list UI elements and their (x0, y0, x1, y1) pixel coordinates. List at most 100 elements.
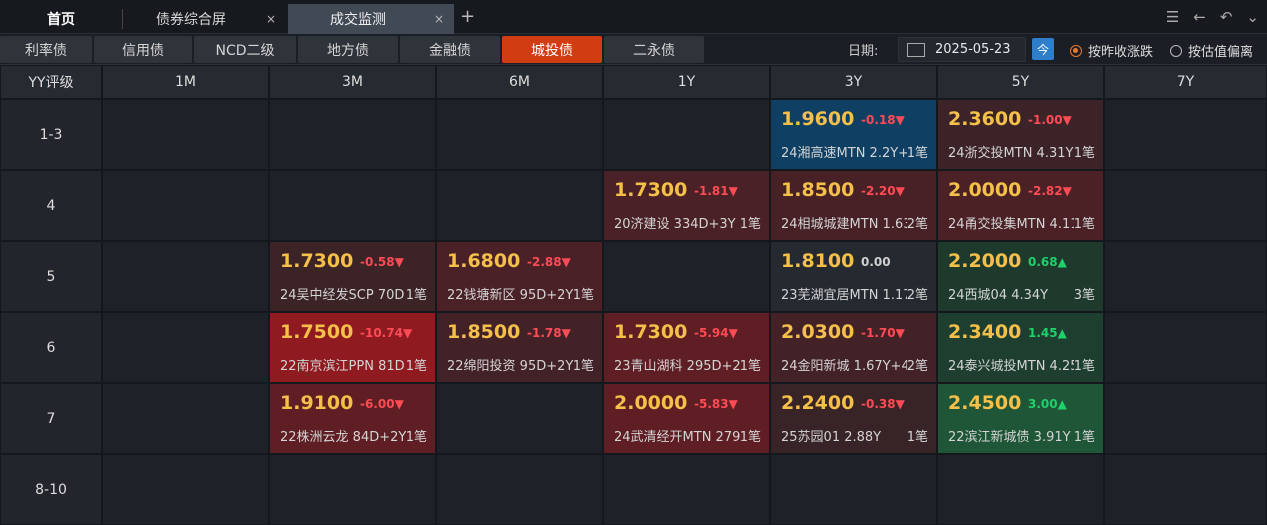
grid-cell[interactable]: 1.7300 -5.94▼ 23青山湖科 295D+2Y 1笔 (603, 312, 770, 383)
bond-description: 22绵阳投资 95D+2Y (447, 359, 574, 374)
grid-cell (436, 383, 603, 454)
date-field[interactable]: 2025-05-23 (898, 37, 1026, 62)
close-icon[interactable]: × (265, 12, 276, 26)
rating-header: 7 (0, 383, 102, 454)
trade-count: 1笔 (739, 355, 761, 374)
grid-cell[interactable]: 2.2400 -0.38▼ 25苏园01 2.88Y 1笔 (770, 383, 937, 454)
grid-cell (603, 241, 770, 312)
trade-count: 1笔 (405, 284, 427, 303)
trade-price: 1.8100 (781, 250, 855, 272)
trade-count: 2笔 (906, 213, 928, 232)
bond-description: 24武清经开MTN 279D (614, 430, 751, 445)
category-tab[interactable]: 金融债 (400, 36, 500, 63)
trade-price: 2.0000 (948, 179, 1022, 201)
bond-description: 24泰兴城投MTN 4.25Y (948, 359, 1087, 374)
term-header: 1Y (603, 65, 770, 99)
grid-cell (770, 454, 937, 525)
grid-cell[interactable]: 1.7500 -10.74▼ 22南京滨江PPN 81D+N 1笔 (269, 312, 436, 383)
category-tab[interactable]: NCD二级 (194, 36, 296, 63)
tab-trade-monitor-label: 成交监测 (330, 12, 386, 28)
radio-checked-icon (1070, 44, 1082, 57)
tab-bond-screen[interactable]: 债券综合屏 × (124, 4, 286, 34)
grid-cell[interactable]: 2.0000 -5.83▼ 24武清经开MTN 279D 1笔 (603, 383, 770, 454)
tab-home[interactable]: 首页 (47, 12, 75, 28)
term-header: 5Y (937, 65, 1104, 99)
category-tab[interactable]: 利率债 (0, 36, 92, 63)
trade-count: 1笔 (1073, 213, 1095, 232)
grid-cell (937, 454, 1104, 525)
trade-count: 2笔 (906, 284, 928, 303)
settings-lines-icon[interactable]: ☰ (1165, 8, 1180, 26)
grid-cell (102, 241, 269, 312)
grid-cell (1104, 454, 1267, 525)
category-tab[interactable]: 地方债 (298, 36, 398, 63)
grid-cell[interactable]: 2.4500 3.00▲ 22滨江新城债 3.91Y 1笔 (937, 383, 1104, 454)
grid-cell (102, 170, 269, 241)
grid-cell[interactable]: 1.9600 -0.18▼ 24湘高速MTN 2.2Y+N 1笔 (770, 99, 937, 170)
term-header: 6M (436, 65, 603, 99)
price-change: -0.58▼ (360, 255, 404, 269)
price-change: -2.20▼ (861, 184, 905, 198)
price-change: -2.88▼ (527, 255, 571, 269)
bond-description: 24吴中经发SCP 70D (280, 288, 405, 303)
chevron-down-icon[interactable]: ⌄ (1246, 8, 1259, 26)
radio-prev-close[interactable]: 按昨收涨跌 (1070, 41, 1153, 60)
back-arrow-icon[interactable]: ← (1193, 8, 1206, 26)
grid-cell[interactable]: 1.7300 -0.58▼ 24吴中经发SCP 70D 1笔 (269, 241, 436, 312)
trade-price: 2.3400 (948, 321, 1022, 343)
term-header: 1M (102, 65, 269, 99)
add-tab-icon[interactable]: + (460, 6, 476, 27)
trade-price: 1.7500 (280, 321, 354, 343)
trade-price: 1.8500 (781, 179, 855, 201)
calendar-icon[interactable] (907, 42, 925, 57)
grid-cell[interactable]: 2.0000 -2.82▼ 24甬交投集MTN 4.11Y 1笔 (937, 170, 1104, 241)
grid-cell[interactable]: 1.6800 -2.88▼ 22钱塘新区 95D+2Y 1笔 (436, 241, 603, 312)
close-icon[interactable]: × (433, 12, 444, 26)
radio-valuation[interactable]: 按估值偏离 (1170, 41, 1253, 60)
price-change: -2.82▼ (1028, 184, 1072, 198)
grid-cell[interactable]: 1.8500 -2.20▼ 24相城城建MTN 1.63Y 2笔 (770, 170, 937, 241)
trade-price: 1.9600 (781, 108, 855, 130)
category-tab[interactable]: 城投债 (502, 36, 602, 63)
tab-trade-monitor[interactable]: 成交监测 × (288, 4, 454, 34)
today-button[interactable]: 今 (1032, 38, 1054, 60)
grid-cell[interactable]: 2.2000 0.68▲ 24西城04 4.34Y 3笔 (937, 241, 1104, 312)
grid-cell (436, 454, 603, 525)
grid-cell[interactable]: 1.7300 -1.81▼ 20济建设 334D+3Y 1笔 (603, 170, 770, 241)
grid-cell (102, 312, 269, 383)
trade-price: 2.4500 (948, 392, 1022, 414)
grid-cell[interactable]: 1.8100 0.00 23芜湖宜居MTN 1.17Y 2笔 (770, 241, 937, 312)
grid-cell (603, 454, 770, 525)
price-change: -1.78▼ (527, 326, 571, 340)
grid-cell (269, 454, 436, 525)
category-tab[interactable]: 二永债 (604, 36, 704, 63)
grid-cell[interactable]: 1.9100 -6.00▼ 22株洲云龙 84D+2Y 1笔 (269, 383, 436, 454)
grid-cell (102, 454, 269, 525)
grid-cell (102, 383, 269, 454)
trade-count: 1笔 (405, 426, 427, 445)
price-change: -0.38▼ (861, 397, 905, 411)
grid-cell[interactable]: 2.3400 1.45▲ 24泰兴城投MTN 4.25Y 1笔 (937, 312, 1104, 383)
bond-description: 22滨江新城债 3.91Y (948, 430, 1071, 445)
category-bar: 利率债 信用债 NCD二级 地方债 金融债 城投债 二永债 日期: 2025-05-23 今… (0, 34, 1267, 65)
undo-icon[interactable]: ↶ (1219, 8, 1233, 26)
price-change: -10.74▼ (360, 326, 413, 340)
rating-header: 8-10 (0, 454, 102, 525)
bond-description: 25苏园01 2.88Y (781, 430, 882, 445)
trade-count: 1笔 (906, 142, 928, 161)
grid-cell (1104, 241, 1267, 312)
trade-price: 2.2400 (781, 392, 855, 414)
tab-bar: 首页 债券综合屏 × 成交监测 × + ☰ ← ↶ ⌄ (0, 0, 1267, 34)
grid-cell[interactable]: 1.8500 -1.78▼ 22绵阳投资 95D+2Y 1笔 (436, 312, 603, 383)
grid-cell[interactable]: 2.3600 -1.00▼ 24浙交投MTN 4.31Y 1笔 (937, 99, 1104, 170)
grid-cell (436, 170, 603, 241)
grid-cell (1104, 312, 1267, 383)
term-header: 7Y (1104, 65, 1267, 99)
category-tab[interactable]: 信用债 (94, 36, 192, 63)
grid-cell[interactable]: 2.0300 -1.70▼ 24金阳新城 1.67Y+4Y 2笔 (770, 312, 937, 383)
tab-separator (122, 9, 123, 29)
price-change: -6.00▼ (360, 397, 404, 411)
trade-price: 1.7300 (280, 250, 354, 272)
trade-price: 2.0300 (781, 321, 855, 343)
trade-price: 1.6800 (447, 250, 521, 272)
